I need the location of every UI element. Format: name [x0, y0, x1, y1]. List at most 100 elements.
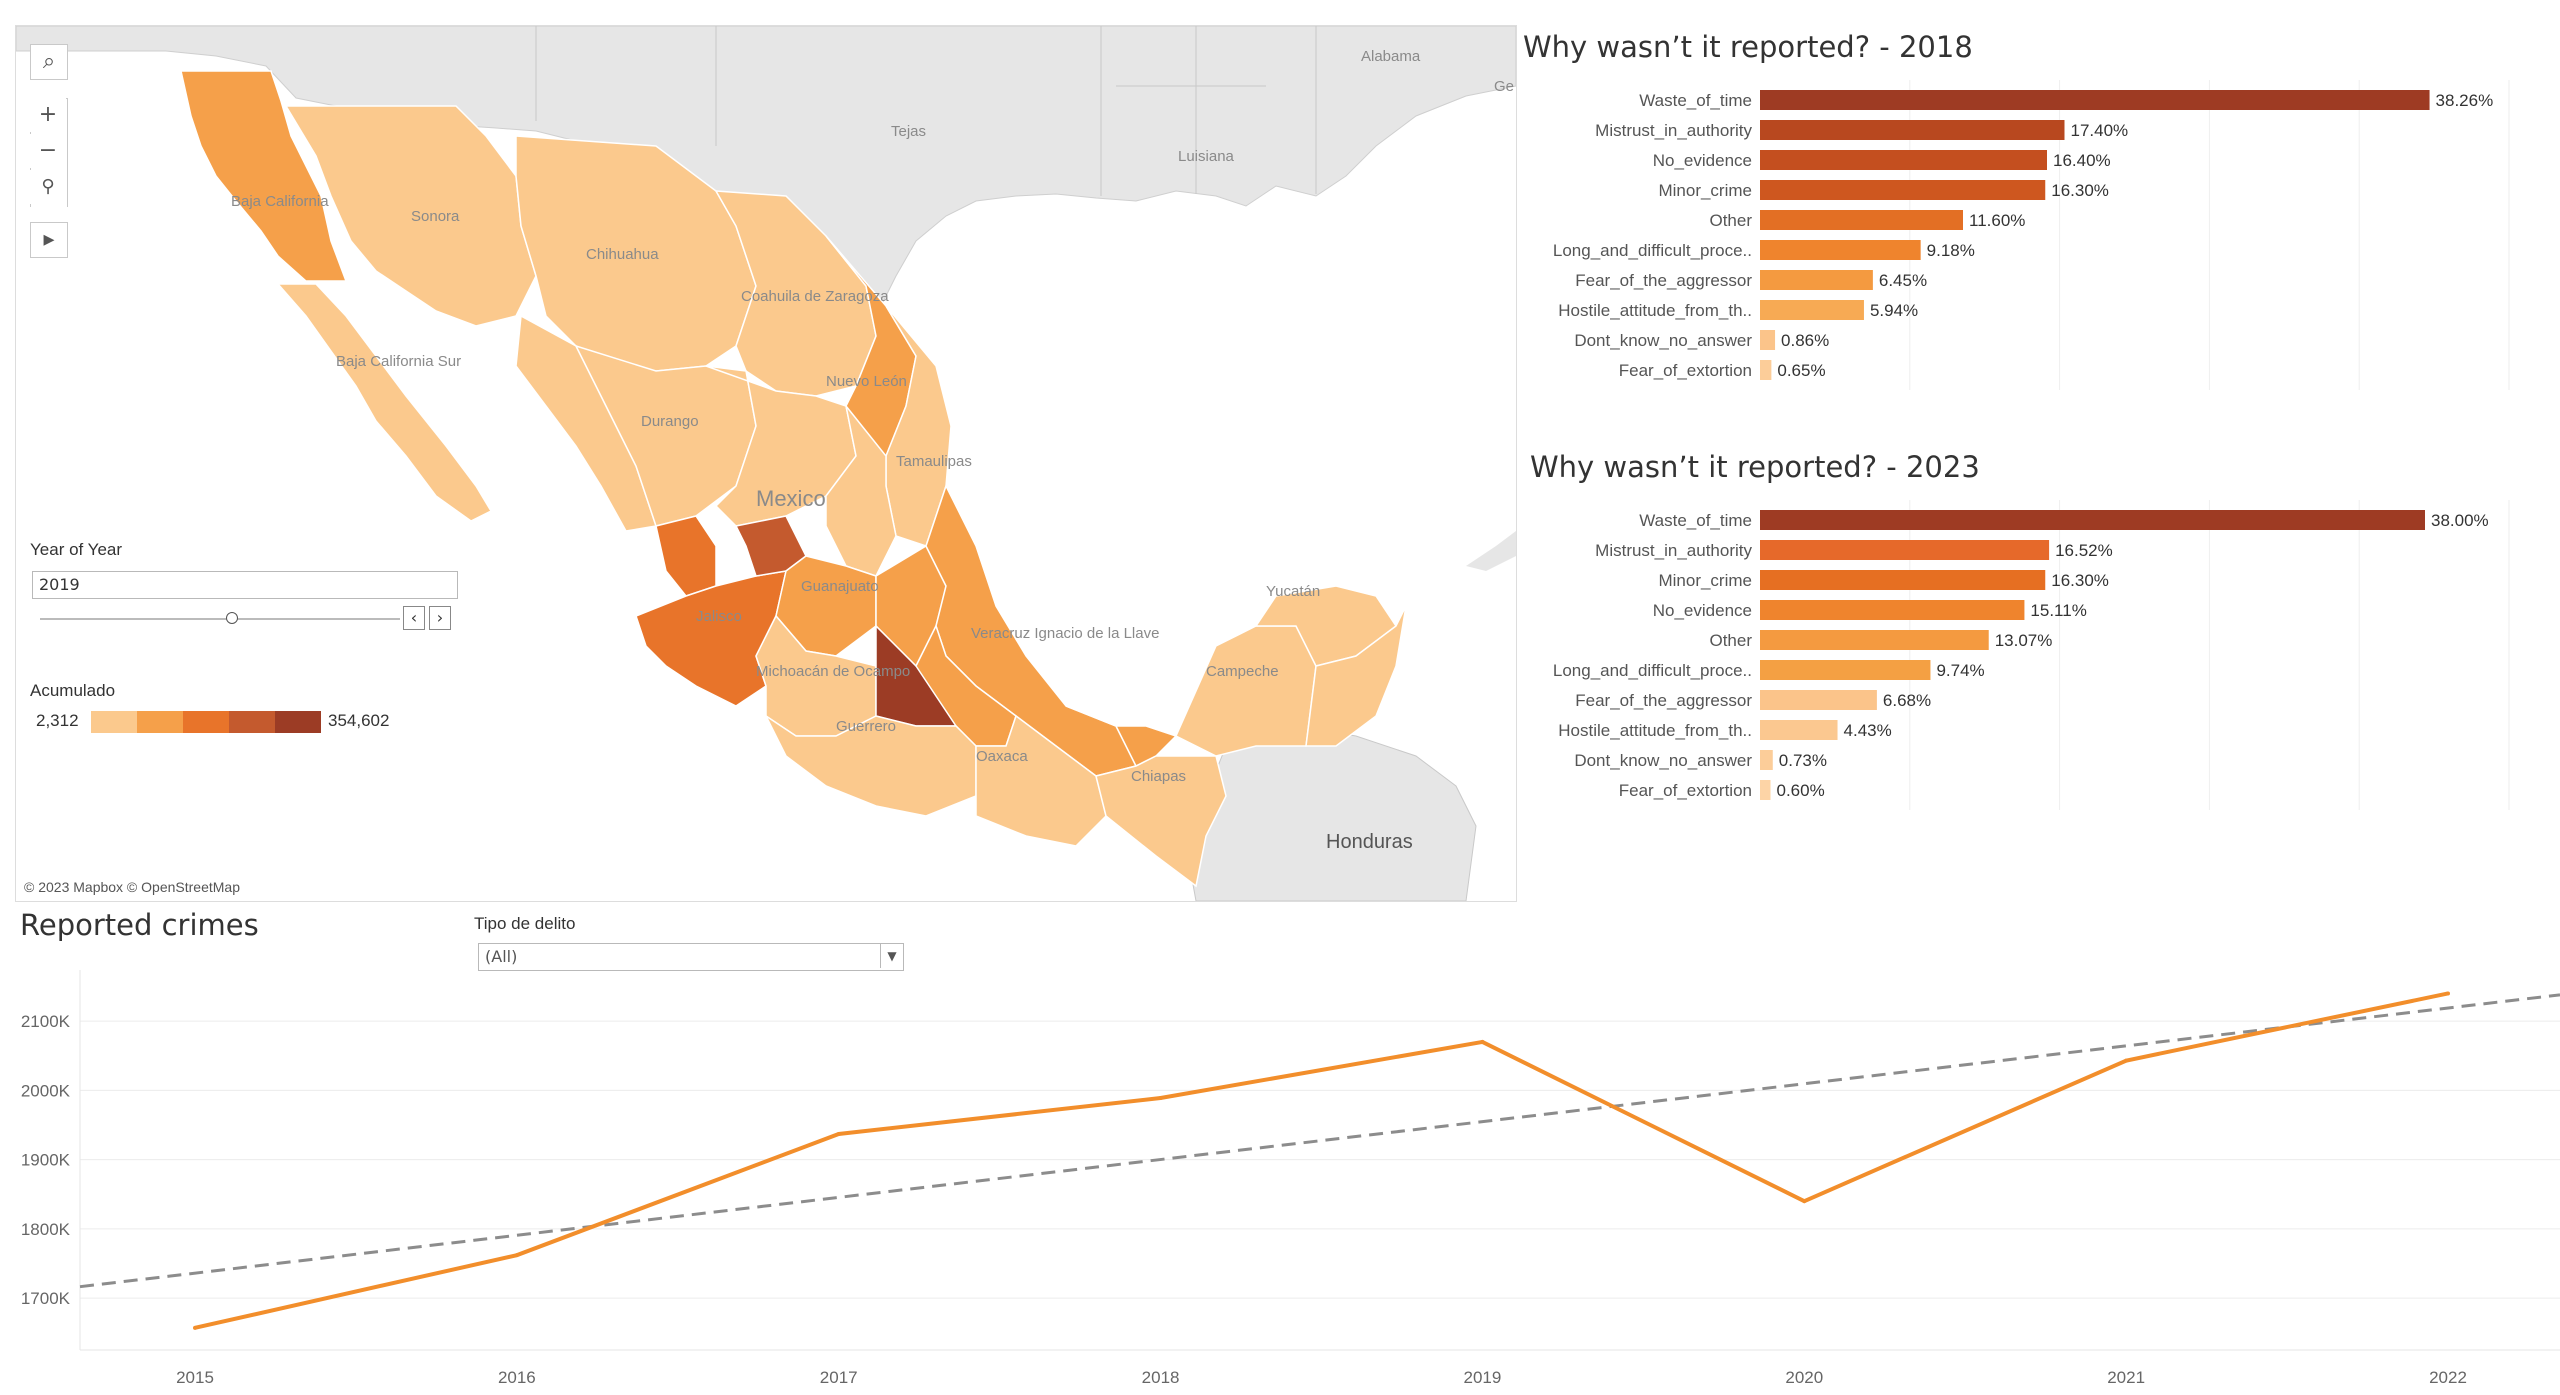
bars-2023-value-label: 9.74%: [1936, 661, 1984, 680]
reported-crimes-point[interactable]: [193, 1325, 197, 1330]
state-baja-california-sur: [276, 283, 493, 522]
bars-2023-bar[interactable]: [1760, 660, 1931, 680]
bars-2023-bar[interactable]: [1760, 750, 1773, 770]
bars-2023-category-label: Hostile_attitude_from_th..: [1558, 721, 1752, 740]
x-tick-label: 2016: [498, 1368, 536, 1387]
bars-2018-category-label: Dont_know_no_answer: [1574, 331, 1752, 350]
label-yucatan: Yucatán: [1266, 583, 1320, 600]
search-icon: ⌕: [42, 49, 56, 74]
reported-crimes-point[interactable]: [2446, 991, 2450, 996]
line-chart-title: Reported crimes: [20, 908, 259, 942]
zoom-out-button[interactable]: −: [30, 134, 66, 168]
bars-2023-category-label: No_evidence: [1653, 601, 1752, 620]
label-luisiana: Luisiana: [1178, 148, 1235, 165]
legend-swatch-4: [275, 711, 321, 733]
label-guanajuato: Guanajuato: [801, 578, 879, 595]
bars-2023-bar[interactable]: [1760, 630, 1989, 650]
label-veracruz: Veracruz Ignacio de la Llave: [971, 625, 1159, 642]
bars-2023-value-label: 0.73%: [1779, 751, 1827, 770]
label-ge: Ge: [1494, 78, 1514, 95]
bars-2023-bar[interactable]: [1760, 720, 1838, 740]
bars-2023-title: Why wasn’t it reported? - 2023: [1530, 450, 1980, 484]
x-tick-label: 2019: [1464, 1368, 1502, 1387]
bars-2023-bar[interactable]: [1760, 780, 1771, 800]
bars-2018-bar[interactable]: [1760, 300, 1864, 320]
year-next-button[interactable]: ›: [429, 606, 451, 630]
chevron-down-icon[interactable]: ▼: [880, 944, 903, 968]
legend-max: 354,602: [328, 711, 390, 730]
state-sonora: [284, 105, 537, 327]
bars-2018-value-label: 5.94%: [1870, 301, 1918, 320]
bars-2023-category-label: Long_and_difficult_proce..: [1553, 661, 1752, 680]
map-canvas[interactable]: Tejas Luisiana Alabama Ge Baja Californi…: [16, 26, 1516, 901]
bars-2023-value-label: 0.60%: [1777, 781, 1825, 800]
bars-2018-bar[interactable]: [1760, 180, 2046, 200]
label-oaxaca: Oaxaca: [976, 748, 1028, 765]
trend-line: [79, 993, 2560, 1289]
bars-2023-category-label: Waste_of_time: [1639, 511, 1752, 530]
bars-2023-value-label: 13.07%: [1995, 631, 2053, 650]
reported-crimes-series-line[interactable]: [194, 991, 2449, 1330]
bars-2023-value-label: 16.30%: [2051, 571, 2109, 590]
bars-2018-value-label: 0.86%: [1781, 331, 1829, 350]
bars-2023-chart: Waste_of_time 38.00% Mistrust_in_authority…: [1553, 500, 2510, 810]
map-search-button[interactable]: ⌕: [30, 44, 68, 80]
bars-2018-category-label: Minor_crime: [1658, 181, 1752, 200]
label-campeche: Campeche: [1206, 663, 1279, 680]
map-expand-button[interactable]: ▸: [30, 222, 68, 258]
bars-2018-bar[interactable]: [1760, 330, 1776, 350]
reported-crimes-point[interactable]: [1158, 1096, 1163, 1100]
reported-crimes-point[interactable]: [1802, 1199, 1807, 1204]
y-tick-label: 1900K: [21, 1151, 71, 1170]
bars-2018-bar[interactable]: [1760, 90, 2430, 110]
zoom-in-button[interactable]: +: [30, 98, 66, 132]
bars-2018-category-label: Fear_of_the_aggressor: [1575, 271, 1752, 290]
reported-crimes-point[interactable]: [514, 1253, 519, 1258]
bars-2018-bar[interactable]: [1760, 120, 2065, 140]
label-chiapas: Chiapas: [1131, 768, 1186, 785]
choropleth-map[interactable]: Tejas Luisiana Alabama Ge Baja Californi…: [15, 25, 1517, 902]
chevron-left-icon: ‹: [410, 608, 418, 627]
bars-2018-value-label: 16.40%: [2053, 151, 2111, 170]
bars-2018-category-label: Long_and_difficult_proce..: [1553, 241, 1752, 260]
bars-2018-chart: Waste_of_time 38.26% Mistrust_in_authority…: [1553, 80, 2510, 390]
state-tabasco: [1065, 705, 1178, 768]
pin-button[interactable]: ⚲: [30, 170, 66, 204]
x-tick-label: 2017: [820, 1368, 858, 1387]
year-slider-knob[interactable]: [226, 612, 238, 624]
bars-2023-bar[interactable]: [1760, 540, 2050, 560]
mexico-states: [180, 70, 1407, 888]
bars-2023-bar[interactable]: [1760, 510, 2425, 530]
reported-crimes-point[interactable]: [836, 1132, 841, 1136]
bars-2023-category-label: Minor_crime: [1658, 571, 1752, 590]
play-icon: ▸: [43, 227, 55, 252]
bars-2018-bar[interactable]: [1760, 240, 1921, 260]
bars-2018-value-label: 16.30%: [2051, 181, 2109, 200]
reported-crimes-point[interactable]: [2124, 1058, 2129, 1063]
bars-2023-value-label: 38.00%: [2431, 511, 2489, 530]
year-slider-track[interactable]: [40, 618, 400, 620]
legend-color-ramp: [91, 711, 321, 733]
bars-2018-bar[interactable]: [1760, 210, 1963, 230]
bars-2023-bar[interactable]: [1760, 570, 2046, 590]
bars-2018-bar[interactable]: [1760, 150, 2047, 170]
bars-2018-category-label: Mistrust_in_authority: [1595, 121, 1752, 140]
x-tick-label: 2020: [1785, 1368, 1823, 1387]
year-filter-value[interactable]: 2019: [32, 571, 458, 599]
label-nuevo-leon: Nuevo León: [826, 373, 907, 390]
year-prev-button[interactable]: ‹: [403, 606, 425, 630]
bars-2023-bar[interactable]: [1760, 690, 1877, 710]
state-baja-california: [180, 70, 348, 282]
year-filter-title: Year of Year: [30, 540, 123, 559]
label-alabama: Alabama: [1361, 48, 1421, 65]
legend-swatch-3: [229, 711, 275, 733]
crime-type-dropdown[interactable]: (All) ▼: [478, 943, 904, 971]
reported-crimes-point[interactable]: [1480, 1039, 1485, 1044]
legend-min: 2,312: [36, 711, 79, 730]
bars-2018-bar[interactable]: [1760, 360, 1772, 380]
bars-2018-value-label: 11.60%: [1969, 211, 2025, 230]
y-tick-label: 2000K: [21, 1081, 71, 1100]
bars-2018-bar[interactable]: [1760, 270, 1873, 290]
bars-2023-bar[interactable]: [1760, 600, 2025, 620]
map-attribution: © 2023 Mapbox © OpenStreetMap: [24, 879, 240, 895]
